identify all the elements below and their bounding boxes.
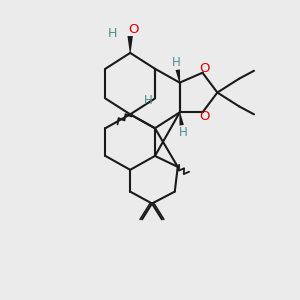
Polygon shape xyxy=(179,112,184,126)
Text: H: H xyxy=(179,126,188,139)
Polygon shape xyxy=(128,36,133,53)
Text: O: O xyxy=(128,22,138,36)
Text: H: H xyxy=(171,56,180,69)
Text: O: O xyxy=(199,110,210,123)
Polygon shape xyxy=(176,69,180,83)
Text: O: O xyxy=(199,62,210,75)
Text: H: H xyxy=(144,94,152,107)
Text: H: H xyxy=(108,27,117,40)
